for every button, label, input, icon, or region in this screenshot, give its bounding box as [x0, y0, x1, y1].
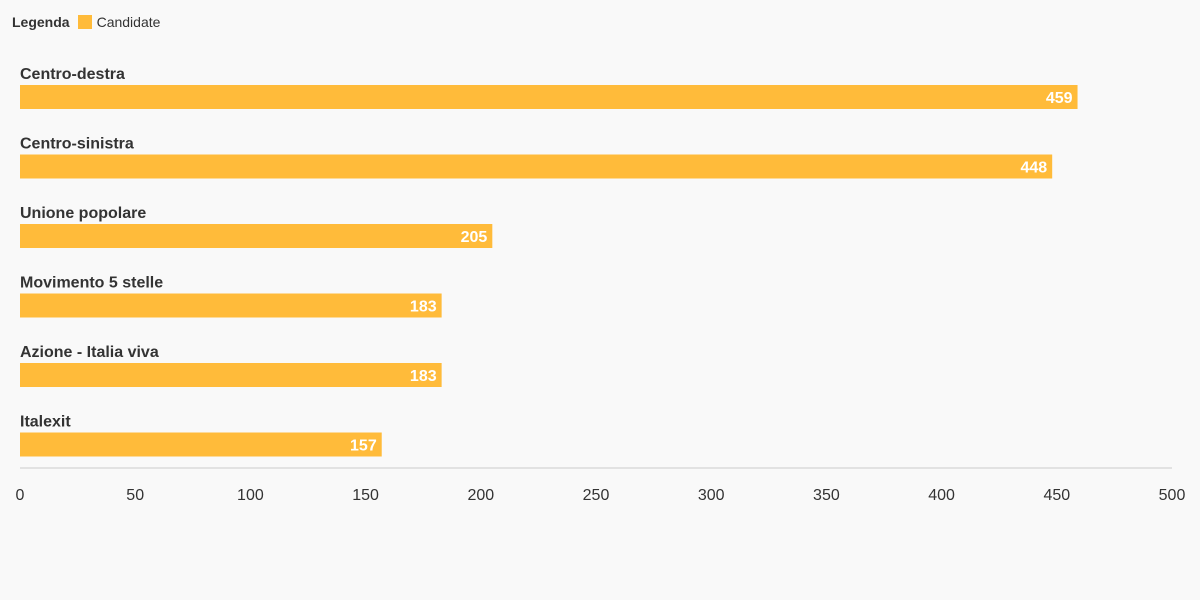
x-tick-label: 0 — [16, 487, 25, 504]
x-tick-label: 400 — [928, 487, 955, 504]
bar — [20, 293, 442, 318]
x-tick-label: 300 — [698, 487, 725, 504]
category-label: Movimento 5 stelle — [20, 275, 163, 292]
x-tick-label: 50 — [126, 487, 144, 504]
legend-swatch-candidate — [77, 15, 92, 29]
x-tick-label: 250 — [583, 487, 610, 504]
data-label: 157 — [350, 438, 377, 455]
bar — [20, 363, 442, 387]
category-label: Azione - Italia viva — [20, 344, 159, 361]
legend: Legenda Candidate — [12, 13, 160, 31]
x-axis-ticks: 0 50 100 150 200 250 300 350 400 450 500 — [16, 487, 1186, 504]
category-label: Centro-destra — [20, 66, 125, 83]
x-tick-label: 150 — [352, 487, 379, 504]
bar — [20, 224, 493, 248]
legend-label-candidate: Candidate — [96, 14, 161, 30]
data-label: 459 — [1046, 90, 1073, 107]
data-label: 183 — [410, 299, 437, 316]
data-label: 448 — [1020, 160, 1047, 177]
legend-title: Legenda — [12, 14, 70, 30]
bars-group: Centro-destra 459 Centro-sinistra 448 Unione… — [20, 66, 1078, 457]
bar — [20, 154, 1053, 179]
bar — [20, 85, 1078, 109]
x-tick-label: 200 — [467, 487, 494, 504]
x-tick-label: 350 — [813, 487, 840, 504]
data-label: 205 — [461, 229, 488, 246]
bar — [20, 432, 382, 457]
category-label: Centro-sinistra — [20, 136, 134, 153]
category-label: Unione popolare — [20, 205, 146, 222]
category-label: Italexit — [20, 414, 71, 431]
x-tick-label: 450 — [1043, 487, 1070, 504]
x-tick-label: 100 — [237, 487, 264, 504]
x-tick-label: 500 — [1159, 487, 1186, 504]
data-label: 183 — [410, 368, 437, 385]
